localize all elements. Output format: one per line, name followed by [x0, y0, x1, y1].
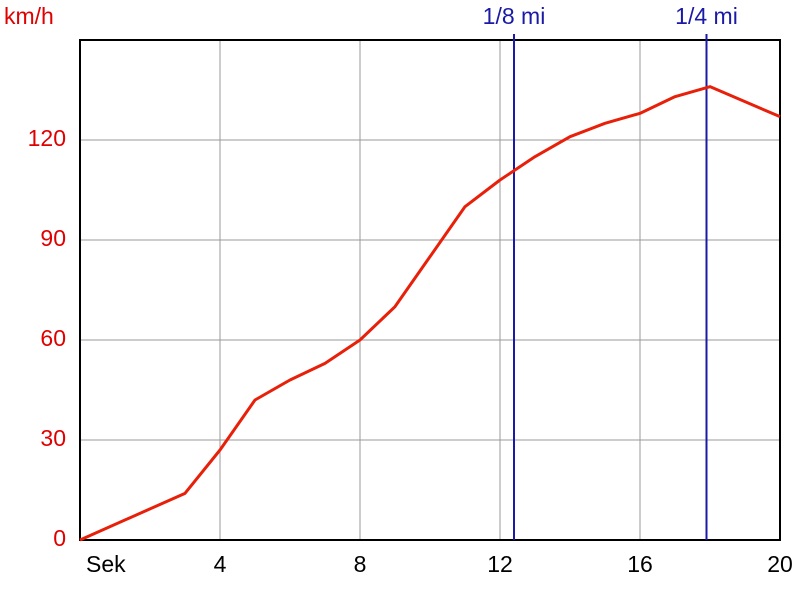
y-tick-label: 90 [40, 225, 66, 251]
distance-marker-label: 1/8 mi [483, 3, 546, 29]
y-tick-label: 30 [40, 425, 66, 451]
y-tick-label: 0 [53, 525, 66, 551]
x-tick-label: 8 [354, 551, 367, 577]
y-tick-label: 60 [40, 325, 66, 351]
distance-marker-label: 1/4 mi [675, 3, 738, 29]
x-tick-label: 16 [627, 551, 653, 577]
x-axis-label: Sek [86, 551, 126, 577]
x-tick-label: 12 [487, 551, 513, 577]
y-axis-label: km/h [4, 3, 54, 29]
plot-border [79, 39, 781, 541]
data-line [79, 85, 781, 542]
x-tick-label: 4 [214, 551, 227, 577]
x-tick-label: 20 [767, 551, 793, 577]
y-tick-label: 120 [28, 125, 66, 151]
